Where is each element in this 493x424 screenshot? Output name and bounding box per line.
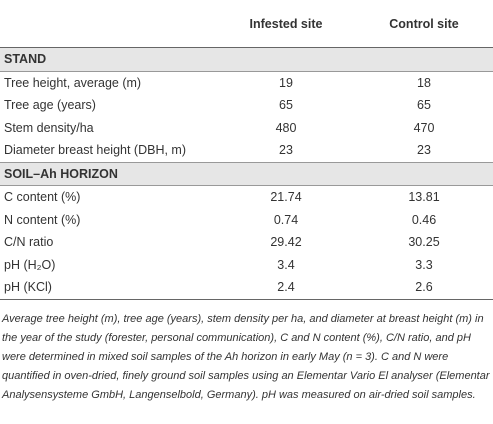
section-row: SOIL–Ah HORIZON [0, 161, 493, 186]
cell-value: 30.25 [408, 235, 440, 250]
cell-value: 13.81 [408, 190, 440, 205]
cell-value: 470 [413, 120, 435, 135]
table-row: C/N ratio 29.42 30.25 [0, 231, 493, 254]
cell-value: 19 [279, 75, 293, 90]
cell-value: 65 [417, 98, 431, 113]
cell-value: 65 [279, 98, 293, 113]
cell-value: 21.74 [270, 190, 302, 205]
cell-value: 0.46 [411, 212, 437, 227]
cell-value: 23 [279, 143, 293, 158]
cell-value: 2.6 [355, 276, 493, 300]
column-header: Infested site [217, 0, 355, 48]
table-row: C content (%) 21.74 13.81 [0, 186, 493, 209]
row-label: Tree age (years) [4, 98, 96, 113]
section-row: STAND [0, 47, 493, 72]
table-row: Tree height, average (m) 19 18 [0, 71, 493, 94]
table-row: pH (H₂O) 3.4 3.3 [0, 254, 493, 277]
table-body: STAND Tree height, average (m) 19 18 Tree ag… [0, 47, 493, 300]
section-title: STAND [0, 47, 493, 72]
row-label: pH (KCl) [0, 276, 217, 300]
caption: Average tree height (m), tree age (years… [2, 312, 490, 401]
cell-value: 0.74 [273, 212, 299, 227]
row-label: Diameter breast height (DBH, m) [4, 143, 187, 158]
header-row: Infested site Control site [0, 0, 493, 48]
row-label: Tree height, average (m) [4, 75, 142, 90]
table-row: Stem density/ha 480 470 [0, 117, 493, 140]
table-row: Diameter breast height (DBH, m) 23 23 [0, 139, 493, 162]
row-label: Stem density/ha [4, 120, 94, 135]
row-label: N content (%) [4, 212, 81, 227]
cell-value: 3.4 [277, 257, 295, 272]
row-label: pH (H₂O) [4, 257, 56, 272]
column-header [0, 0, 217, 48]
table-row: pH (KCl) 2.4 2.6 [0, 276, 493, 300]
column-header: Control site [355, 0, 493, 48]
cell-value: 23 [417, 143, 431, 158]
cell-value: 29.42 [270, 235, 302, 250]
table-row: Tree age (years) 65 65 [0, 94, 493, 117]
document: Infested site Control site STAND Tree heig… [0, 0, 493, 401]
cell-value: 480 [275, 120, 297, 135]
data-table: Infested site Control site STAND Tree heig… [0, 0, 493, 300]
section-title: SOIL–Ah HORIZON [0, 161, 493, 186]
table-header: Infested site Control site [0, 0, 493, 48]
row-label: C/N ratio [4, 235, 54, 250]
cell-value: 3.3 [415, 257, 433, 272]
row-label: C content (%) [4, 190, 81, 205]
table-row: N content (%) 0.74 0.46 [0, 209, 493, 232]
cell-value: 2.4 [217, 276, 355, 300]
cell-value: 18 [417, 75, 431, 90]
